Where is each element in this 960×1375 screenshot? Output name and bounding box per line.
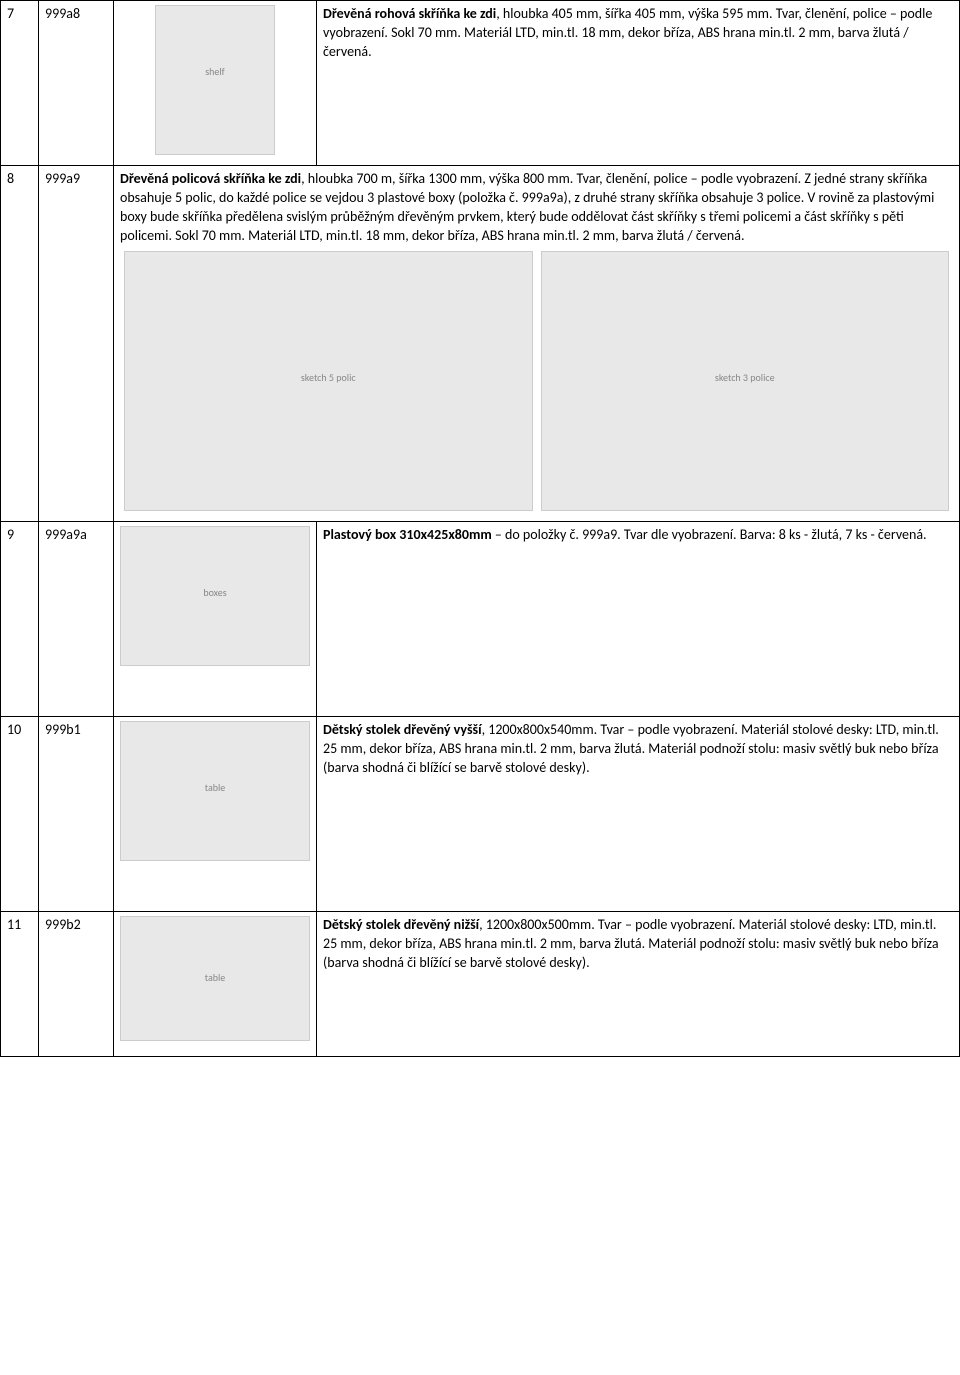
row-code: 999b1	[39, 717, 114, 912]
row-number: 7	[1, 1, 39, 166]
product-image: shelf	[155, 5, 275, 155]
table-row: 7 999a8 shelf Dřevěná rohová skříňka ke …	[1, 1, 960, 166]
row-image-cell: table	[114, 717, 317, 912]
row-code: 999a9a	[39, 522, 114, 717]
row-code: 999b2	[39, 912, 114, 1057]
product-image: table	[120, 916, 310, 1041]
desc-text: – do položky č. 999a9. Tvar dle vyobraze…	[492, 526, 927, 543]
desc-title: Dřevěná rohová skříňka ke zdi	[323, 5, 496, 22]
table-row: 10 999b1 table Dětský stolek dřevěný vyš…	[1, 717, 960, 912]
row-code: 999a9	[39, 165, 114, 522]
sketch-image: sketch 5 polic	[124, 251, 533, 511]
spec-table: 7 999a8 shelf Dřevěná rohová skříňka ke …	[0, 0, 960, 1057]
sketch-container: sketch 5 polic sketch 3 police	[120, 245, 953, 521]
product-image: boxes	[120, 526, 310, 666]
row-description: Dětský stolek dřevěný vyšší, 1200x800x54…	[317, 717, 960, 912]
product-image: table	[120, 721, 310, 861]
row-number: 11	[1, 912, 39, 1057]
row-number: 9	[1, 522, 39, 717]
table-row: 8 999a9 Dřevěná policová skříňka ke zdi,…	[1, 165, 960, 522]
row-description: Dřevěná rohová skříňka ke zdi, hloubka 4…	[317, 1, 960, 166]
row-number: 10	[1, 717, 39, 912]
row-description: Plastový box 310x425x80mm – do položky č…	[317, 522, 960, 717]
row-code: 999a8	[39, 1, 114, 166]
row-image-cell: boxes	[114, 522, 317, 717]
row-image-cell: shelf	[114, 1, 317, 166]
row-description: Dětský stolek dřevěný nižší, 1200x800x50…	[317, 912, 960, 1057]
row-number: 8	[1, 165, 39, 522]
desc-title: Dřevěná policová skříňka ke zdi	[120, 170, 301, 187]
table-row: 11 999b2 table Dětský stolek dřevěný niž…	[1, 912, 960, 1057]
sketch-image: sketch 3 police	[541, 251, 950, 511]
table-row: 9 999a9a boxes Plastový box 310x425x80mm…	[1, 522, 960, 717]
row-description: Dřevěná policová skříňka ke zdi, hloubka…	[114, 165, 960, 522]
desc-title: Dětský stolek dřevěný nižší	[323, 916, 479, 933]
desc-title: Dětský stolek dřevěný vyšší	[323, 721, 482, 738]
row-image-cell: table	[114, 912, 317, 1057]
desc-title: Plastový box 310x425x80mm	[323, 526, 492, 543]
